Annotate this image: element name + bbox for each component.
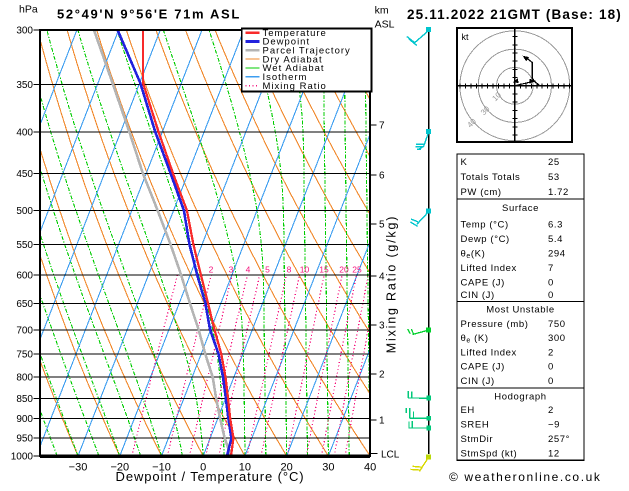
svg-text:350: 350 xyxy=(16,80,33,91)
svg-text:2: 2 xyxy=(548,405,554,416)
svg-text:Mixing Ratio: Mixing Ratio xyxy=(263,81,327,92)
svg-text:LCL: LCL xyxy=(381,450,400,461)
svg-text:600: 600 xyxy=(16,271,33,282)
svg-text:25: 25 xyxy=(548,157,560,168)
svg-text:StmDir: StmDir xyxy=(461,434,494,445)
svg-text:EH: EH xyxy=(461,405,475,416)
svg-text:3: 3 xyxy=(229,265,234,275)
svg-text:θe(K): θe(K) xyxy=(461,249,486,261)
svg-text:300: 300 xyxy=(16,26,33,37)
svg-text:52°49'N 9°56'E 71m ASL: 52°49'N 9°56'E 71m ASL xyxy=(57,7,241,22)
svg-text:10: 10 xyxy=(300,265,310,275)
svg-text:450: 450 xyxy=(16,169,33,180)
svg-text:0: 0 xyxy=(548,362,554,373)
svg-text:Dewpoint / Temperature (°C): Dewpoint / Temperature (°C) xyxy=(116,469,305,484)
svg-text:CAPE (J): CAPE (J) xyxy=(461,362,505,373)
svg-text:−20: −20 xyxy=(110,462,129,474)
svg-text:10: 10 xyxy=(239,462,251,474)
svg-text:7: 7 xyxy=(379,121,385,132)
svg-text:Lifted Index: Lifted Index xyxy=(461,263,517,274)
svg-text:Pressure (mb): Pressure (mb) xyxy=(461,319,529,330)
svg-text:40: 40 xyxy=(364,462,376,474)
svg-text:Temperature: Temperature xyxy=(263,28,327,39)
svg-text:0: 0 xyxy=(548,278,554,289)
svg-text:12: 12 xyxy=(548,448,560,459)
svg-text:7: 7 xyxy=(548,263,554,274)
svg-text:K: K xyxy=(461,157,468,168)
svg-text:5: 5 xyxy=(265,265,270,275)
svg-text:2: 2 xyxy=(379,370,385,381)
svg-text:257°: 257° xyxy=(548,434,570,445)
svg-text:700: 700 xyxy=(16,325,33,336)
svg-text:ASL: ASL xyxy=(375,19,395,31)
svg-text:CIN (J): CIN (J) xyxy=(461,376,495,387)
svg-text:hPa: hPa xyxy=(19,4,38,16)
svg-text:−10: −10 xyxy=(152,462,171,474)
svg-text:Wet Adiabat: Wet Adiabat xyxy=(263,63,325,74)
svg-text:Lifted Index: Lifted Index xyxy=(461,348,517,359)
svg-text:1.72: 1.72 xyxy=(548,187,569,198)
svg-text:Totals Totals: Totals Totals xyxy=(461,172,521,183)
svg-text:−30: −30 xyxy=(69,462,88,474)
svg-text:0: 0 xyxy=(200,462,206,474)
svg-text:20: 20 xyxy=(280,462,292,474)
svg-text:750: 750 xyxy=(548,319,566,330)
svg-text:4: 4 xyxy=(246,265,251,275)
svg-text:20: 20 xyxy=(339,265,349,275)
svg-text:25: 25 xyxy=(352,265,362,275)
svg-text:Isotherm: Isotherm xyxy=(263,72,308,83)
svg-text:500: 500 xyxy=(16,206,33,217)
svg-text:6.3: 6.3 xyxy=(548,220,563,231)
svg-text:5.4: 5.4 xyxy=(548,234,563,245)
svg-text:1000: 1000 xyxy=(11,452,34,463)
svg-text:SREH: SREH xyxy=(461,420,490,431)
svg-text:2: 2 xyxy=(548,348,554,359)
svg-text:400: 400 xyxy=(16,127,33,138)
svg-text:5: 5 xyxy=(379,220,385,231)
svg-text:0: 0 xyxy=(548,376,554,387)
svg-text:Dewp (°C): Dewp (°C) xyxy=(461,234,510,245)
svg-text:25.11.2022 21GMT (Base: 18): 25.11.2022 21GMT (Base: 18) xyxy=(407,7,622,22)
svg-text:CAPE (J): CAPE (J) xyxy=(461,278,505,289)
svg-text:2: 2 xyxy=(209,265,214,275)
svg-text:Mixing Ratio (g/kg): Mixing Ratio (g/kg) xyxy=(385,215,399,353)
svg-text:30: 30 xyxy=(322,462,334,474)
svg-text:Parcel Trajectory: Parcel Trajectory xyxy=(263,46,351,57)
svg-text:Dewpoint: Dewpoint xyxy=(263,37,311,48)
svg-text:© weatheronline.co.uk: © weatheronline.co.uk xyxy=(449,470,602,484)
svg-text:294: 294 xyxy=(548,249,566,260)
svg-text:Surface: Surface xyxy=(502,203,539,214)
svg-text:850: 850 xyxy=(16,394,33,405)
svg-text:53: 53 xyxy=(548,172,560,183)
svg-text:0: 0 xyxy=(548,290,554,301)
svg-text:8: 8 xyxy=(287,265,292,275)
svg-text:−9: −9 xyxy=(548,420,560,431)
svg-text:800: 800 xyxy=(16,373,33,384)
svg-text:Temp (°C): Temp (°C) xyxy=(461,220,509,231)
svg-text:3: 3 xyxy=(379,321,385,332)
svg-text:950: 950 xyxy=(16,433,33,444)
svg-text:θe (K): θe (K) xyxy=(461,333,489,345)
svg-text:650: 650 xyxy=(16,299,33,310)
svg-text:15: 15 xyxy=(319,265,329,275)
svg-text:550: 550 xyxy=(16,240,33,251)
svg-text:Dry Adiabat: Dry Adiabat xyxy=(263,54,323,65)
svg-text:StmSpd (kt): StmSpd (kt) xyxy=(461,448,518,459)
svg-text:Hodograph: Hodograph xyxy=(494,392,546,403)
svg-text:1: 1 xyxy=(379,416,385,427)
svg-text:kt: kt xyxy=(462,32,470,42)
svg-text:300: 300 xyxy=(548,333,566,344)
svg-text:4: 4 xyxy=(379,272,385,283)
svg-text:900: 900 xyxy=(16,414,33,425)
svg-text:PW (cm): PW (cm) xyxy=(461,187,502,198)
svg-text:750: 750 xyxy=(16,350,33,361)
svg-text:CIN (J): CIN (J) xyxy=(461,290,495,301)
svg-text:6: 6 xyxy=(379,171,385,182)
svg-text:km: km xyxy=(375,5,389,17)
svg-text:Most Unstable: Most Unstable xyxy=(486,305,555,316)
